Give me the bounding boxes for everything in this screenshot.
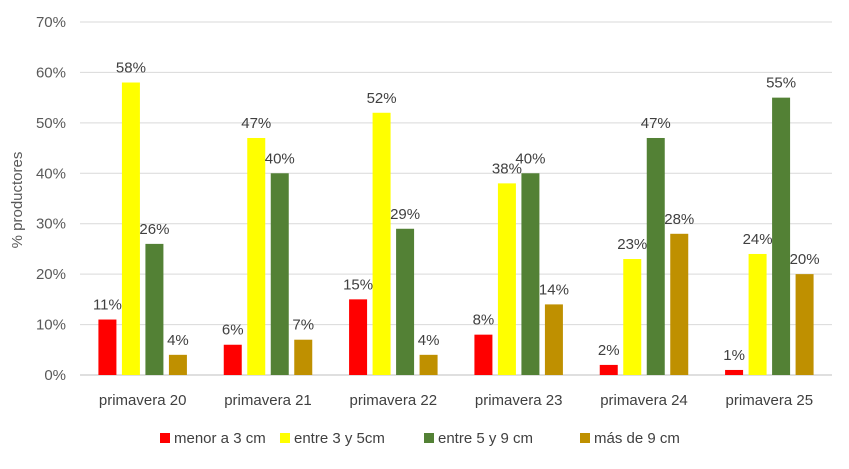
data-label: 1% <box>723 347 745 364</box>
data-label: 2% <box>598 342 620 359</box>
data-label: 40% <box>515 150 545 167</box>
data-label: 29% <box>390 206 420 223</box>
data-label: 14% <box>539 281 569 298</box>
y-tick-label: 40% <box>36 165 66 182</box>
bars <box>98 82 814 376</box>
data-label: 26% <box>139 221 169 238</box>
y-tick-label: 0% <box>44 367 66 384</box>
y-tick-labels: 0% 10% 20% 30% 40% 50% 60% 70% <box>36 14 66 384</box>
bar <box>168 354 187 375</box>
bar <box>795 274 814 375</box>
data-label: 4% <box>418 332 440 349</box>
bar <box>419 354 438 375</box>
legend-swatch <box>280 433 290 443</box>
data-label: 47% <box>641 115 671 132</box>
data-label: 15% <box>343 276 373 293</box>
category-label: primavera 20 <box>99 392 187 409</box>
data-label: 55% <box>766 75 796 92</box>
bar <box>294 339 313 375</box>
y-tick-label: 50% <box>36 115 66 132</box>
y-tick-label: 60% <box>36 64 66 81</box>
gridlines <box>80 21 832 376</box>
legend-label: entre 3 y 5cm <box>294 430 385 447</box>
data-label: 20% <box>790 251 820 268</box>
data-label: 7% <box>292 317 314 334</box>
data-label: 11% <box>93 297 122 314</box>
bar <box>145 243 164 375</box>
data-label: 38% <box>492 160 522 177</box>
bar <box>670 233 689 375</box>
data-label: 8% <box>473 312 495 329</box>
category-label: primavera 21 <box>224 392 312 409</box>
data-label: 58% <box>116 60 146 77</box>
legend-swatch <box>424 433 434 443</box>
data-label: 40% <box>265 150 295 167</box>
y-tick-label: 10% <box>36 317 66 334</box>
bar <box>748 253 767 375</box>
bar <box>247 137 266 375</box>
legend-label: más de 9 cm <box>594 430 680 447</box>
bar <box>98 319 117 375</box>
legend-swatch <box>160 433 170 443</box>
y-tick-label: 70% <box>36 14 66 31</box>
bar <box>121 82 140 375</box>
data-label: 4% <box>167 332 189 349</box>
bar <box>474 334 493 375</box>
category-label: primavera 23 <box>475 392 563 409</box>
legend-label: entre 5 y 9 cm <box>438 430 533 447</box>
bar <box>270 173 289 375</box>
bar <box>223 344 242 375</box>
bar <box>396 228 415 375</box>
category-label: primavera 22 <box>350 392 438 409</box>
bar <box>772 97 791 376</box>
x-tick-labels: primavera 20 primavera 21 primavera 22 prim… <box>99 392 813 409</box>
data-labels: 11%58%26%4%6%47%40%7%15%52%29%4%8%38%40%… <box>93 60 820 364</box>
bar <box>646 137 665 375</box>
bar <box>544 304 563 375</box>
category-label: primavera 24 <box>600 392 688 409</box>
bar <box>521 173 540 375</box>
data-label: 23% <box>617 236 647 253</box>
data-label: 52% <box>367 90 397 107</box>
data-label: 47% <box>241 115 271 132</box>
y-axis-label: % productores <box>9 152 26 249</box>
bar <box>372 112 391 376</box>
bar <box>623 259 642 375</box>
legend-swatch <box>580 433 590 443</box>
y-tick-label: 30% <box>36 216 66 233</box>
data-label: 6% <box>222 322 244 339</box>
bar <box>497 183 516 375</box>
legend-label: menor a 3 cm <box>174 430 266 447</box>
bar <box>725 369 744 375</box>
legend: menor a 3 cm entre 3 y 5cm entre 5 y 9 cm m… <box>160 430 680 447</box>
bar <box>349 299 368 375</box>
bar <box>599 364 618 375</box>
data-label: 24% <box>743 231 773 248</box>
data-label: 28% <box>664 211 694 228</box>
y-tick-label: 20% <box>36 266 66 283</box>
category-label: primavera 25 <box>726 392 814 409</box>
